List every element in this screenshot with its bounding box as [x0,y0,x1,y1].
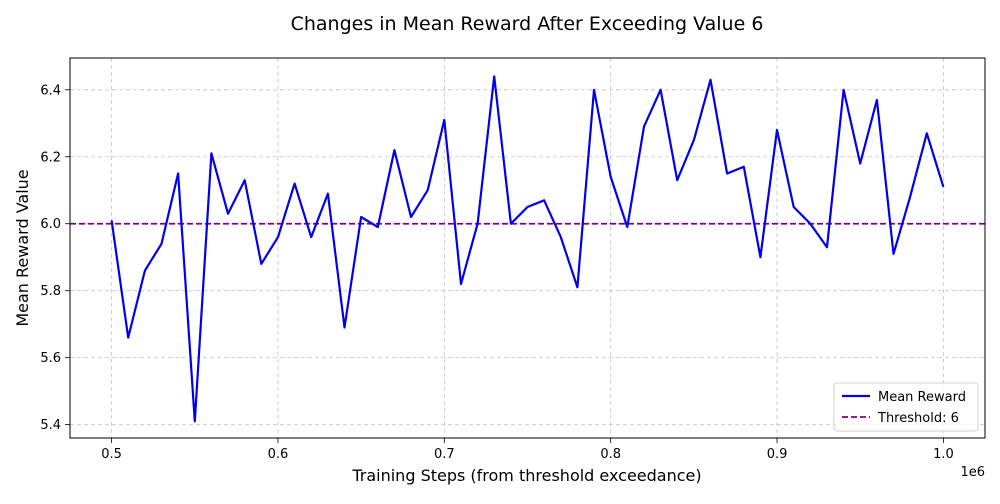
legend-label-threshold: Threshold: 6 [877,411,959,426]
y-tick-label: 5.8 [40,284,61,299]
mean-reward-line [110,75,945,423]
y-tick-label: 6.0 [40,217,61,232]
x-tick-label: 1.0 [933,447,954,462]
y-tick-label: 5.4 [40,418,61,433]
x-tick-label: 0.7 [434,447,455,462]
x-axis-label: Training Steps (from threshold exceedanc… [351,466,701,485]
legend-label-mean-reward: Mean Reward [878,390,966,405]
x-offset-text: 1e6 [960,465,985,480]
legend: Mean Reward Threshold: 6 [833,382,979,432]
y-tick-label: 6.4 [40,83,61,98]
x-tick-label: 0.8 [600,447,621,462]
chart-title: Changes in Mean Reward After Exceeding V… [291,13,764,35]
y-tick-label: 6.2 [40,150,61,165]
y-axis-label: Mean Reward Value [13,169,32,326]
x-tick-label: 0.6 [268,447,289,462]
x-tick-label: 0.5 [101,447,122,462]
grid [70,58,985,438]
series-layer [110,75,945,423]
y-tick-label: 5.6 [40,351,61,366]
x-tick-label: 0.9 [767,447,788,462]
plot-frame [69,57,986,439]
ticks: 0.5 0.6 0.7 0.8 0.9 1.0 5.4 5.6 5.8 6.0 6.2 6.4 [40,83,953,462]
